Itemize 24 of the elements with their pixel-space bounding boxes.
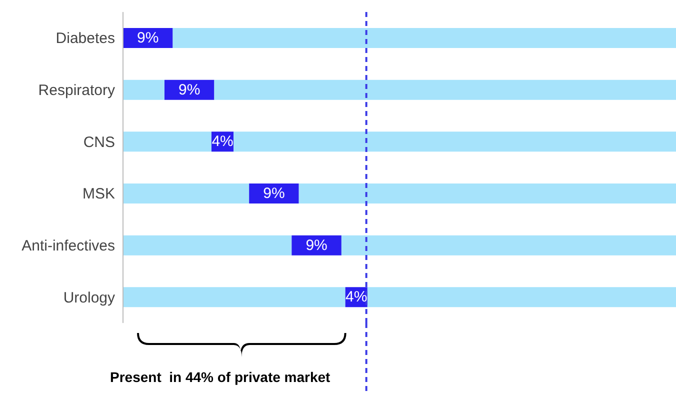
bar [123,235,292,256]
data-label: 4% [212,133,234,150]
bar [123,184,250,204]
y-tick-label: CNS [83,134,115,151]
bar [172,28,676,48]
data-label: 9% [263,185,285,202]
text: Present in 44% of private market [110,369,330,385]
bar [214,80,676,100]
y-tick-label: Anti-infectives [22,238,115,255]
bar [367,287,676,308]
data-label: 9% [306,236,328,254]
data-label: 4% [346,288,368,306]
bar [123,132,212,152]
y-tick-label: Urology [63,289,116,306]
bar [123,80,164,100]
bar [341,235,676,256]
bar [298,184,676,204]
y-tick-label: Respiratory [38,82,116,100]
y-tick-label: MSK [82,186,115,203]
bar [234,132,676,152]
data-label: 9% [137,30,159,46]
data-label: 9% [178,81,200,98]
bar [123,287,346,308]
y-tick-label: Diabetes [56,30,115,48]
